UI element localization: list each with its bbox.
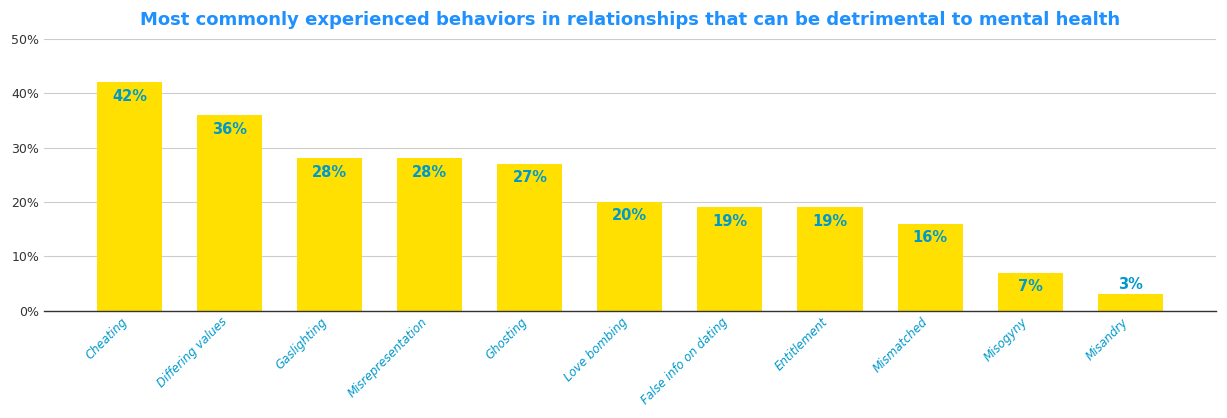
Text: 42%: 42%	[112, 89, 147, 104]
Bar	[697, 207, 762, 311]
Bar	[398, 158, 463, 311]
Title: Most commonly experienced behaviors in relationships that can be detrimental to : Most commonly experienced behaviors in r…	[140, 11, 1120, 29]
Text: 19%: 19%	[713, 214, 747, 229]
Text: 19%: 19%	[812, 214, 848, 229]
Bar	[297, 158, 362, 311]
Bar	[998, 273, 1063, 311]
Text: 36%: 36%	[212, 122, 248, 137]
Bar	[497, 164, 562, 311]
Bar	[1098, 294, 1163, 311]
Text: 27%: 27%	[513, 171, 547, 186]
Text: 28%: 28%	[312, 165, 347, 180]
Text: 16%: 16%	[913, 230, 947, 245]
Bar	[97, 82, 162, 311]
Text: 28%: 28%	[412, 165, 448, 180]
Bar	[798, 207, 863, 311]
Bar	[598, 202, 663, 311]
Text: 7%: 7%	[1017, 279, 1043, 294]
Bar	[897, 224, 962, 311]
Bar	[198, 115, 263, 311]
Text: 3%: 3%	[1118, 277, 1142, 291]
Text: 20%: 20%	[612, 209, 648, 224]
